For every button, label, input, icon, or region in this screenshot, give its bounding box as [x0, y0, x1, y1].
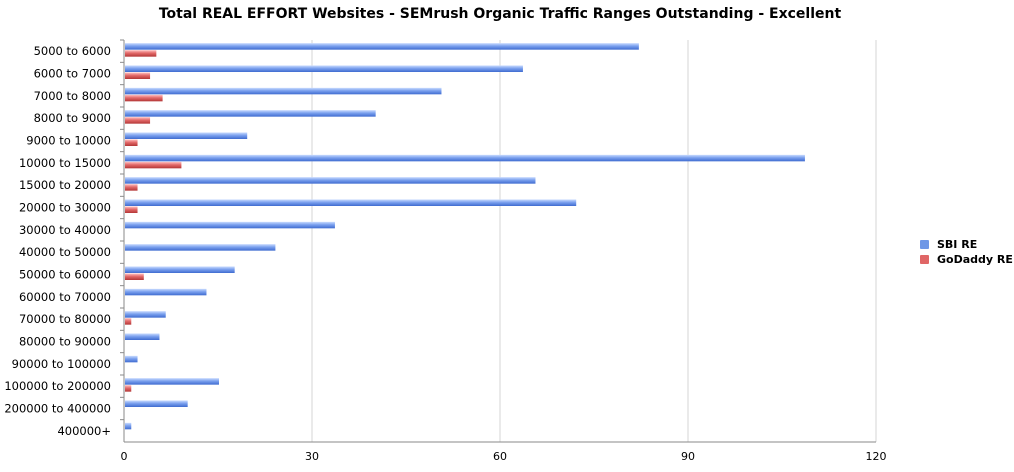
- bar-sbi-re: [125, 110, 376, 117]
- y-tick-label: 8000 to 9000: [34, 111, 111, 125]
- bar-godaddy-re: [125, 139, 138, 146]
- bar-godaddy-re: [125, 318, 132, 325]
- legend: SBI RE GoDaddy RE: [920, 237, 1013, 267]
- y-tick-label: 60000 to 70000: [19, 290, 111, 304]
- y-tick-label: 40000 to 50000: [19, 245, 111, 259]
- chart-title: Total REAL EFFORT Websites - SEMrush Org…: [158, 6, 842, 22]
- legend-entry: GoDaddy RE: [920, 252, 1013, 267]
- y-tick-label: 7000 to 8000: [34, 89, 111, 103]
- x-tick-label: 120: [866, 450, 887, 463]
- y-tick-label: 5000 to 6000: [34, 44, 111, 58]
- bar-godaddy-re: [125, 161, 182, 169]
- x-tick-label: 90: [681, 450, 695, 463]
- y-tick-label: 400000+: [57, 424, 111, 438]
- bar-sbi-re: [125, 378, 219, 385]
- bar-godaddy-re: [125, 385, 132, 392]
- y-tick-label: 20000 to 30000: [19, 201, 111, 215]
- x-tick-label: 30: [305, 450, 319, 463]
- bar-sbi-re: [125, 422, 132, 430]
- legend-swatch: [920, 255, 929, 264]
- bar-sbi-re: [125, 87, 442, 95]
- y-tick-label: 30000 to 40000: [19, 223, 111, 237]
- y-tick-label: 9000 to 10000: [26, 134, 111, 148]
- bar-sbi-re: [125, 43, 639, 50]
- legend-label: GoDaddy RE: [937, 253, 1013, 266]
- bar-sbi-re: [125, 288, 207, 296]
- bar-sbi-re: [125, 177, 536, 184]
- bar-godaddy-re: [125, 72, 151, 79]
- bar-sbi-re: [125, 65, 523, 72]
- bar-sbi-re: [125, 132, 248, 139]
- bar-sbi-re: [125, 311, 166, 318]
- bar-godaddy-re: [125, 273, 144, 280]
- bar-godaddy-re: [125, 117, 151, 124]
- y-tick-label: 10000 to 15000: [19, 156, 111, 170]
- x-tick-label: 60: [493, 450, 507, 463]
- bar-sbi-re: [125, 154, 805, 162]
- legend-entry: SBI RE: [920, 237, 1013, 252]
- bar-sbi-re: [125, 400, 188, 407]
- y-tick-label: 200000 to 400000: [4, 402, 111, 416]
- bar-sbi-re: [125, 221, 335, 229]
- bar-sbi-re: [125, 199, 577, 206]
- y-tick-label: 6000 to 7000: [34, 67, 111, 81]
- legend-label: SBI RE: [937, 238, 978, 251]
- y-tick-label: 100000 to 200000: [4, 379, 111, 393]
- y-tick-label: 15000 to 20000: [19, 178, 111, 192]
- bar-sbi-re: [125, 266, 235, 273]
- bar-godaddy-re: [125, 50, 157, 57]
- bar-sbi-re: [125, 244, 276, 251]
- bar-sbi-re: [125, 333, 160, 340]
- y-tick-label: 70000 to 80000: [19, 312, 111, 326]
- x-tick-label: 0: [121, 450, 128, 463]
- y-tick-label: 50000 to 60000: [19, 268, 111, 282]
- y-tick-label: 90000 to 100000: [12, 357, 111, 371]
- bar-sbi-re: [125, 355, 138, 363]
- bar-godaddy-re: [125, 206, 138, 213]
- legend-swatch: [920, 240, 929, 249]
- bar-godaddy-re: [125, 94, 163, 102]
- bar-godaddy-re: [125, 184, 138, 191]
- y-tick-label: 80000 to 90000: [19, 335, 111, 349]
